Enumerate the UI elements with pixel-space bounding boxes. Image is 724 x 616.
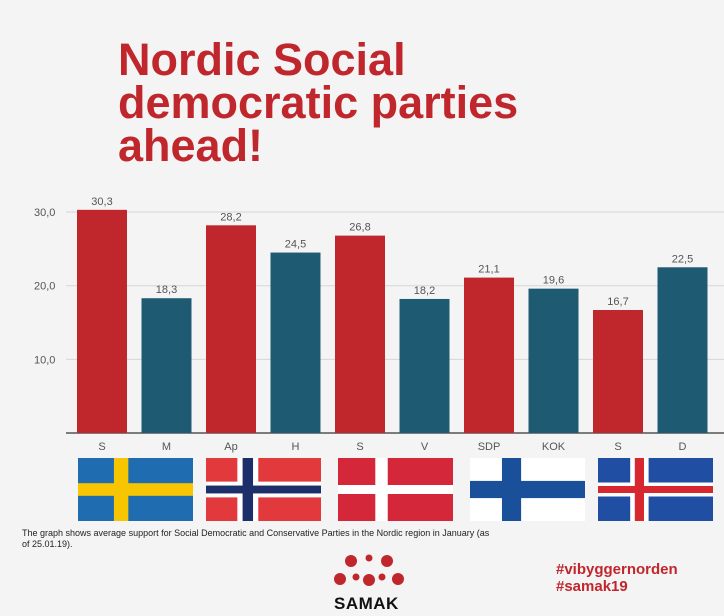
- hashtag: #samak19: [556, 578, 628, 595]
- bar: [464, 277, 514, 433]
- bar-value-label: 18,3: [156, 284, 177, 296]
- x-tick-label: H: [292, 441, 300, 453]
- iceland-flag-icon: [598, 458, 713, 521]
- bar: [335, 235, 385, 433]
- bar: [528, 288, 579, 433]
- x-tick-label: V: [421, 441, 429, 453]
- logo-text: SAMAK: [334, 594, 399, 613]
- flag-row: [0, 458, 724, 524]
- chart-caption: The graph shows average support for Soci…: [22, 528, 490, 549]
- denmark-flag-icon: [338, 458, 453, 521]
- x-tick-label: KOK: [542, 441, 566, 453]
- bar: [141, 298, 192, 433]
- hashtag: #vibyggernorden: [556, 561, 678, 578]
- samak-logo-icon: [334, 554, 404, 586]
- bar-value-label: 22,5: [672, 253, 693, 265]
- finland-flag-icon: [470, 458, 585, 521]
- bar: [77, 209, 127, 433]
- bar-value-label: 26,8: [349, 222, 370, 234]
- bar: [206, 225, 256, 433]
- x-tick-label: Ap: [224, 441, 237, 453]
- bar-value-label: 19,6: [543, 275, 564, 287]
- x-tick-label: SDP: [478, 441, 501, 453]
- x-tick-label: S: [614, 441, 621, 453]
- x-tick-label: D: [679, 441, 687, 453]
- norway-flag-icon: [206, 458, 321, 521]
- title-line: Nordic Social: [118, 34, 406, 85]
- x-tick-label: S: [98, 441, 105, 453]
- bar-value-label: 28,2: [220, 211, 241, 223]
- y-tick-label: 10,0: [34, 354, 55, 366]
- sweden-flag-icon: [78, 458, 193, 521]
- title-line: ahead!: [118, 120, 264, 171]
- title-line: democratic parties: [118, 77, 519, 128]
- x-tick-label: M: [162, 441, 171, 453]
- bar-value-label: 30,3: [91, 196, 112, 208]
- bar: [270, 252, 321, 433]
- page-title: Nordic Social democratic parties ahead!: [118, 34, 678, 171]
- bar: [399, 298, 450, 433]
- x-tick-label: S: [356, 441, 363, 453]
- bar-value-label: 18,2: [414, 285, 435, 297]
- bar-value-label: 16,7: [607, 296, 628, 308]
- bar: [593, 310, 643, 433]
- bar-value-label: 24,5: [285, 239, 306, 251]
- y-tick-label: 30,0: [34, 207, 55, 219]
- bar: [657, 267, 708, 433]
- y-tick-label: 20,0: [34, 281, 55, 293]
- hashtags: #vibyggernorden #samak19: [556, 561, 678, 595]
- bar-chart: 10,0 20,0 30,0 30,3 S 18,3 M 28,2 Ap 24,5 H 26,8 S 18…: [34, 196, 724, 453]
- bar-value-label: 21,1: [478, 264, 499, 276]
